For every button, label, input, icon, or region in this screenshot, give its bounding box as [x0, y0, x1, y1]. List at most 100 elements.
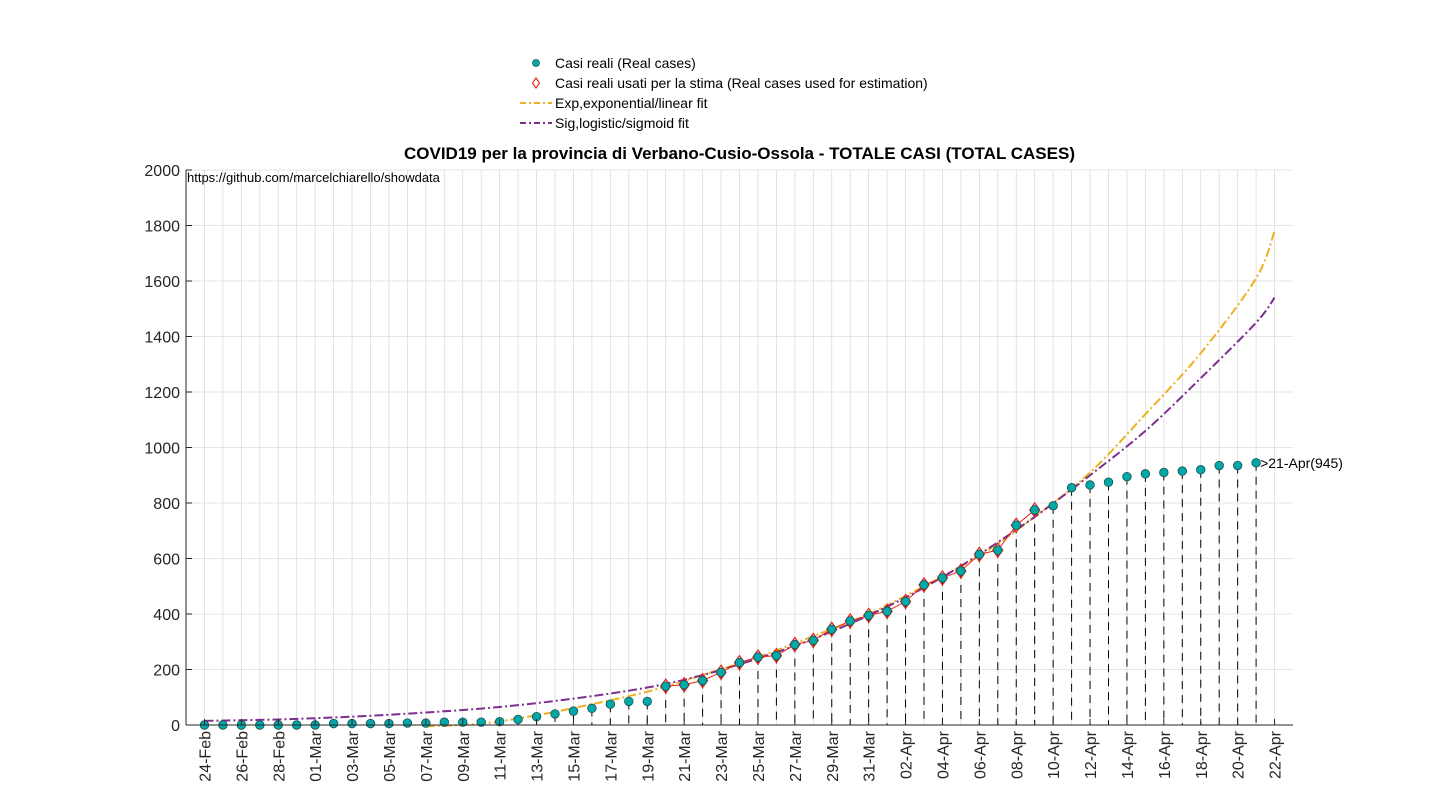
- last-value-annotation: >21-Apr(945): [1260, 455, 1343, 471]
- x-tick-label: 18-Apr: [1194, 730, 1211, 779]
- y-tick-label: 0: [171, 718, 180, 735]
- stem-lines: [333, 462, 1257, 725]
- real-case-point: [1066, 483, 1077, 493]
- real-case-point: [1122, 471, 1132, 482]
- legend-item: Sig,logistic/sigmoid fit: [520, 115, 689, 131]
- real-case-point: [845, 616, 855, 626]
- real-case-point: [439, 717, 450, 727]
- real-case-point: [1048, 501, 1058, 511]
- x-tick-label: 09-Mar: [456, 730, 473, 781]
- real-case-point: [1103, 477, 1114, 487]
- real-case-point: [1159, 467, 1169, 478]
- real-case-point: [1177, 466, 1188, 476]
- x-tick-label: 29-Mar: [825, 730, 842, 781]
- grid: [186, 169, 1293, 726]
- x-tick-label: 02-Apr: [899, 730, 916, 779]
- axes: 0 200 400 600 800 1000 1200 1400 1600 1800 2000 24-…: [144, 163, 1293, 782]
- y-tick-label: 800: [153, 496, 180, 513]
- x-tick-label: 24-Feb: [197, 731, 214, 782]
- real-case-point: [1029, 505, 1040, 515]
- real-case-point: [919, 580, 929, 590]
- x-tick-label: 10-Apr: [1046, 730, 1063, 779]
- x-tick-label: 16-Apr: [1157, 730, 1174, 779]
- y-tick-label: 1400: [144, 330, 180, 347]
- x-tick-label: 03-Mar: [345, 730, 362, 781]
- x-tick-label: 05-Mar: [382, 730, 399, 781]
- real-case-point: [328, 718, 339, 729]
- real-case-point: [1251, 458, 1261, 468]
- legend-item: Casi reali usati per la stima (Real case…: [531, 75, 928, 91]
- real-case-point: [734, 657, 745, 668]
- real-case-point: [790, 639, 800, 650]
- x-tick-label: 04-Apr: [935, 730, 952, 779]
- real-case-point: [771, 650, 782, 661]
- real-case-point: [753, 652, 763, 662]
- x-tick-label: 31-Mar: [862, 730, 879, 781]
- real-case-point: [993, 545, 1003, 555]
- real-case-point: [863, 610, 874, 621]
- x-tick-label: 15-Mar: [566, 730, 583, 781]
- real-case-point: [402, 718, 413, 728]
- y-tick-label: 400: [153, 607, 180, 624]
- legend-label: Casi reali usati per la stima (Real case…: [555, 75, 928, 91]
- x-tick-label: 14-Apr: [1120, 730, 1137, 779]
- real-case-point: [900, 596, 911, 607]
- legend-label: Exp,exponential/linear fit: [555, 95, 708, 111]
- x-tick-label: 06-Apr: [972, 730, 989, 779]
- y-tick-label: 200: [153, 663, 180, 680]
- x-tick-label: 22-Apr: [1268, 730, 1285, 779]
- real-case-point: [476, 717, 486, 727]
- x-tick-label: 17-Mar: [603, 730, 620, 781]
- data-markers: [199, 458, 1261, 730]
- x-tick-label: 21-Mar: [677, 730, 694, 781]
- legend: Casi reali (Real cases) Casi reali usati …: [520, 55, 928, 131]
- x-tick-label: 08-Apr: [1009, 730, 1026, 779]
- x-tick-label: 25-Mar: [751, 730, 768, 781]
- legend-item: Casi reali (Real cases): [532, 55, 696, 71]
- legend-label: Sig,logistic/sigmoid fit: [555, 115, 689, 131]
- y-tick-label: 2000: [144, 163, 180, 180]
- y-tick-label: 1200: [144, 385, 180, 402]
- real-case-point: [697, 675, 708, 686]
- real-case-point: [827, 624, 837, 634]
- y-tick-label: 1000: [144, 441, 180, 458]
- real-case-point: [550, 709, 560, 719]
- real-case-point: [1232, 460, 1243, 471]
- x-tick-label: 11-Mar: [493, 730, 510, 780]
- real-case-point: [624, 696, 634, 707]
- x-tick-label: 23-Mar: [714, 730, 731, 781]
- real-case-point: [937, 573, 948, 583]
- real-case-point: [882, 606, 892, 616]
- y-tick-label: 1800: [144, 219, 180, 236]
- y-tick-label: 1600: [144, 274, 180, 291]
- real-case-point: [587, 703, 597, 714]
- x-tick-label: 20-Apr: [1231, 730, 1248, 779]
- x-tick-label: 27-Mar: [788, 730, 805, 781]
- real-case-point: [605, 699, 616, 709]
- legend-item: Exp,exponential/linear fit: [520, 95, 708, 111]
- x-tick-label: 01-Mar: [308, 730, 325, 781]
- real-case-point: [568, 706, 579, 716]
- y-tick-label: 600: [153, 552, 180, 569]
- x-tick-label: 12-Apr: [1083, 730, 1100, 779]
- real-case-point: [1196, 465, 1206, 475]
- real-case-point: [642, 696, 652, 707]
- source-annotation: https://github.com/marcelchiarello/showd…: [187, 170, 441, 185]
- x-tick-label: 07-Mar: [419, 730, 436, 781]
- real-case-point: [1140, 469, 1151, 479]
- real-case-point: [808, 635, 819, 646]
- legend-circle-marker: [532, 59, 540, 67]
- real-case-point: [716, 667, 726, 677]
- real-case-point: [661, 681, 671, 691]
- real-case-point: [1214, 460, 1224, 471]
- real-case-point: [1011, 520, 1021, 530]
- real-case-point: [365, 718, 376, 729]
- real-case-point: [974, 549, 985, 560]
- real-case-point: [956, 566, 966, 576]
- real-case-point: [513, 714, 523, 725]
- real-case-point: [679, 680, 689, 690]
- x-tick-label: 13-Mar: [530, 730, 547, 781]
- legend-label: Casi reali (Real cases): [555, 55, 696, 71]
